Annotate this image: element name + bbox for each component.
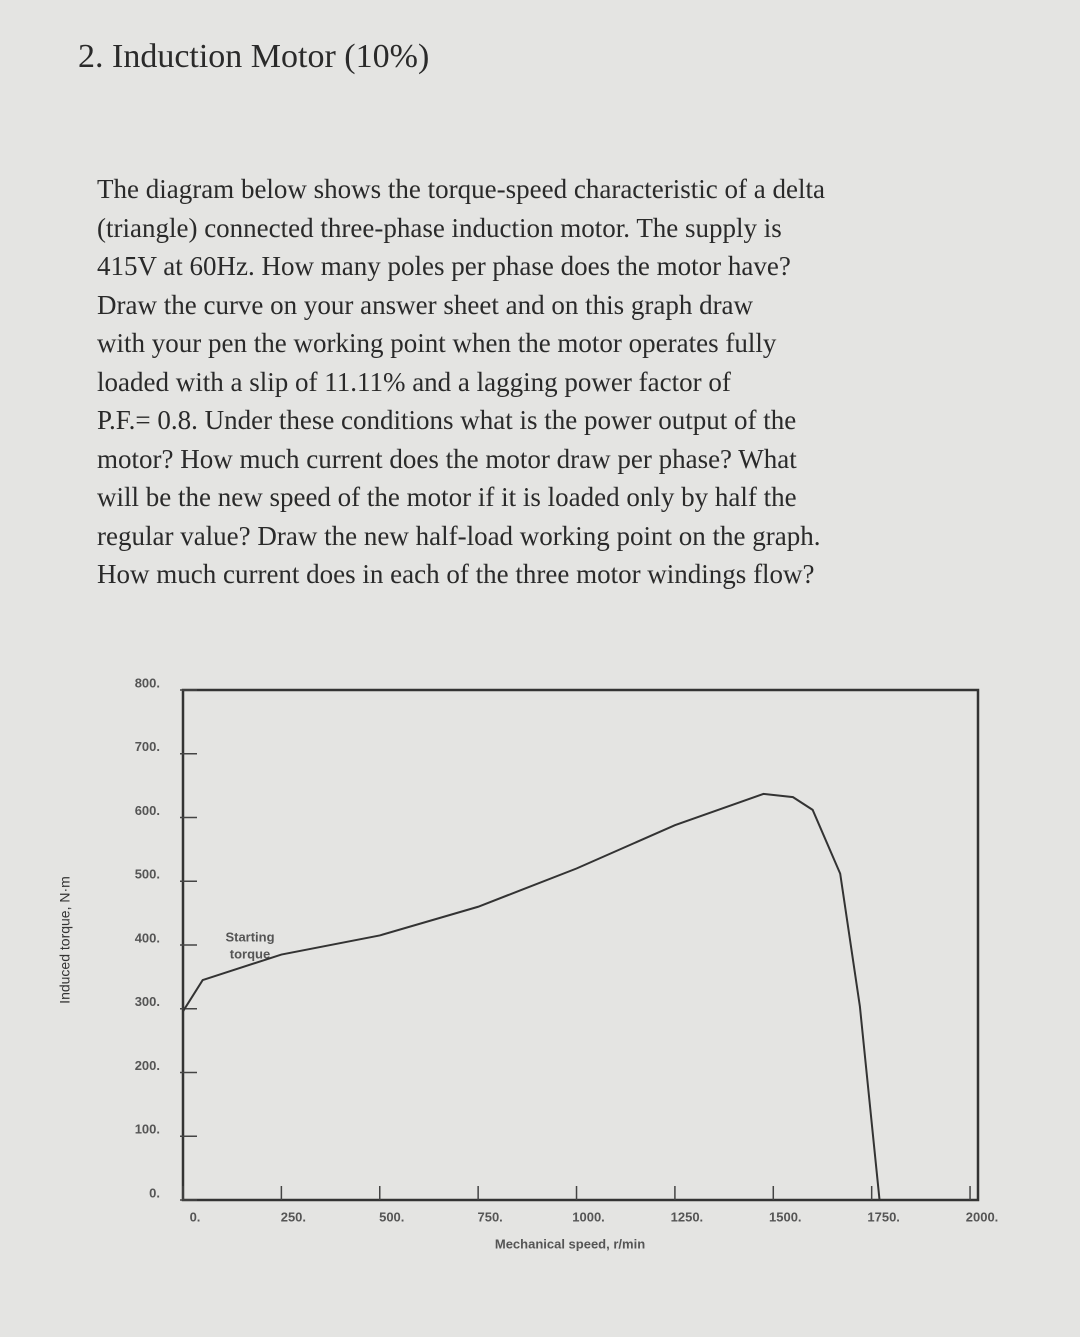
x-tick-label: 1500. bbox=[769, 1209, 802, 1224]
x-tick-label: 0. bbox=[190, 1209, 201, 1224]
y-tick-label: 200. bbox=[135, 1058, 160, 1073]
annotation: Starting bbox=[225, 929, 274, 944]
text-line: (triangle) connected three-phase inducti… bbox=[97, 212, 782, 243]
y-tick-label: 100. bbox=[135, 1122, 160, 1137]
text-line: How much current does in each of the thr… bbox=[97, 559, 815, 589]
y-tick-label: 500. bbox=[135, 867, 160, 882]
x-tick-label: 1250. bbox=[671, 1209, 704, 1224]
text-line: Draw the curve on your answer sheet and … bbox=[97, 289, 754, 320]
x-tick-label: 750. bbox=[477, 1209, 502, 1224]
torque-curve bbox=[182, 792, 881, 1201]
x-tick-label: 250. bbox=[281, 1209, 306, 1224]
y-tick-label: 0. bbox=[149, 1185, 160, 1200]
text-line: motor? How much current does the motor d… bbox=[97, 443, 797, 474]
y-tick-label: 600. bbox=[135, 803, 160, 818]
x-tick-label: 1750. bbox=[867, 1209, 900, 1224]
text-line: loaded with a slip of 11.11% and a laggi… bbox=[97, 366, 731, 397]
text-line: regular value? Draw the new half-load wo… bbox=[97, 520, 821, 551]
y-tick-label: 800. bbox=[135, 675, 160, 690]
annotation: torque bbox=[230, 946, 270, 961]
question-title: 2. Induction Motor (10%) bbox=[78, 38, 430, 75]
plot-frame bbox=[181, 688, 980, 1202]
x-tick-label: 2000. bbox=[966, 1209, 999, 1224]
x-tick-label: 1000. bbox=[572, 1209, 605, 1224]
y-tick-label: 300. bbox=[135, 994, 160, 1009]
y-axis-label: Induced torque, N·m bbox=[57, 876, 73, 1004]
y-tick-label: 700. bbox=[135, 739, 160, 754]
text-line: 415V at 60Hz. How many poles per phase d… bbox=[97, 251, 791, 281]
y-tick-label: 400. bbox=[135, 930, 160, 945]
text-line: P.F.= 0.8. Under these conditions what i… bbox=[97, 405, 797, 435]
text-line: with your pen the working point when the… bbox=[97, 328, 777, 358]
text-line: will be the new speed of the motor if it… bbox=[97, 482, 797, 512]
text-line: The diagram below shows the torque-speed… bbox=[97, 174, 825, 204]
question-text: The diagram below shows the torque-speed… bbox=[97, 170, 1027, 594]
x-tick-label: 500. bbox=[379, 1209, 404, 1224]
x-axis-label: Mechanical speed, r/min bbox=[495, 1236, 645, 1251]
